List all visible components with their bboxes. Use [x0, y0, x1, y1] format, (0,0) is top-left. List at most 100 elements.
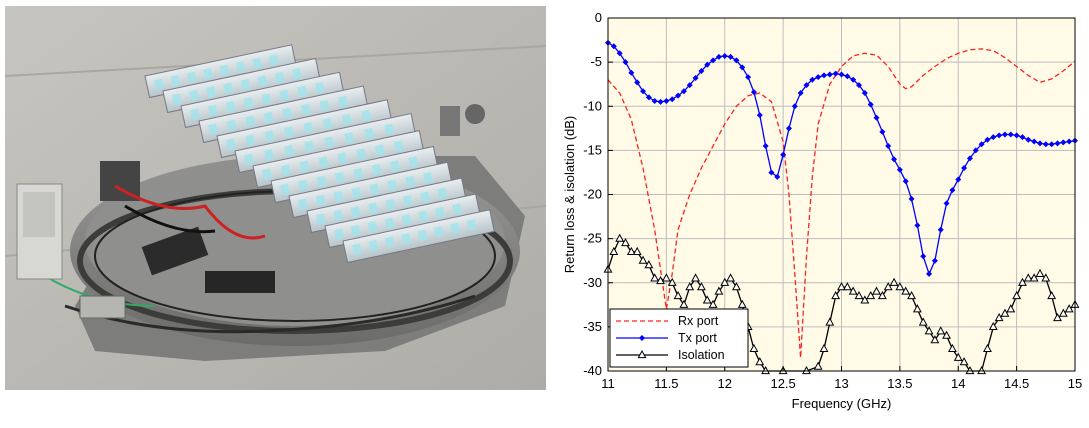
data-point — [780, 151, 787, 158]
data-point — [656, 275, 665, 285]
data-point — [715, 53, 722, 60]
data-point — [791, 103, 798, 110]
data-point — [708, 299, 718, 308]
y-tick-label: -25 — [583, 231, 602, 246]
data-point — [731, 282, 741, 291]
data-point — [632, 246, 642, 255]
data-point — [657, 98, 664, 105]
data-point — [663, 97, 670, 104]
array-module — [144, 44, 297, 99]
data-point — [856, 82, 863, 89]
data-point — [942, 330, 952, 339]
data-point — [848, 286, 858, 295]
legend-marker — [639, 335, 645, 341]
data-point — [1000, 308, 1010, 317]
array-module — [180, 71, 345, 129]
data-point — [947, 343, 957, 353]
data-point — [994, 313, 1004, 322]
data-point — [1012, 290, 1022, 300]
y-tick-label: -15 — [583, 142, 602, 157]
data-point — [977, 365, 987, 375]
data-point — [702, 295, 712, 304]
data-point — [1060, 139, 1067, 146]
x-tick-label: 15 — [1068, 376, 1082, 391]
data-point — [895, 282, 905, 291]
data-point — [691, 273, 701, 282]
data-point — [650, 273, 660, 282]
data-point — [819, 343, 829, 353]
data-point — [645, 94, 652, 101]
y-tick-label: -10 — [583, 98, 602, 113]
data-point — [930, 335, 940, 344]
data-point — [762, 142, 769, 149]
data-point — [714, 286, 724, 295]
data-point — [826, 71, 833, 78]
data-point — [756, 112, 763, 119]
data-point — [837, 282, 846, 291]
data-point — [1001, 131, 1008, 138]
data-point — [896, 166, 903, 173]
x-axis-label: Frequency (GHz) — [792, 396, 892, 411]
array-module — [252, 130, 425, 189]
data-point — [615, 233, 625, 242]
data-point — [1023, 273, 1033, 282]
data-point — [978, 141, 985, 148]
data-point — [1042, 141, 1049, 148]
data-point — [861, 90, 868, 97]
data-point — [825, 317, 835, 326]
data-point — [984, 136, 991, 143]
data-point — [936, 326, 946, 335]
data-point — [820, 72, 827, 79]
legend-label: Isolation — [678, 348, 725, 362]
data-point — [755, 357, 765, 366]
data-point — [885, 142, 892, 149]
data-point — [920, 253, 927, 260]
data-point — [809, 76, 816, 83]
data-point — [815, 74, 822, 81]
array-module — [216, 99, 393, 159]
data-point — [768, 169, 775, 176]
data-point — [1025, 136, 1032, 143]
data-point — [1035, 268, 1045, 278]
data-point — [610, 43, 617, 50]
data-point — [838, 71, 845, 78]
y-axis-label: Return loss & isolation (dB) — [562, 116, 577, 274]
series-isolation — [603, 233, 1080, 375]
x-tick-label: 14 — [951, 376, 965, 391]
data-point — [726, 273, 736, 282]
y-tick-label: -35 — [583, 319, 602, 334]
data-point — [1058, 308, 1068, 317]
x-tick-label: 11.5 — [654, 376, 678, 391]
data-point — [622, 59, 629, 66]
data-point — [1031, 138, 1038, 145]
data-point — [661, 273, 671, 282]
data-point — [872, 286, 881, 295]
data-point — [982, 343, 992, 353]
legend: Rx port Tx port Isolation — [609, 308, 749, 368]
y-tick-label: -5 — [590, 54, 602, 69]
data-point — [943, 200, 950, 207]
data-point — [988, 321, 998, 330]
data-point — [679, 299, 689, 308]
data-point — [918, 317, 928, 326]
data-point — [1054, 140, 1061, 147]
data-point — [831, 290, 841, 300]
data-point — [1029, 273, 1039, 282]
data-point — [739, 64, 746, 71]
data-point — [931, 257, 938, 264]
x-tick-label: 11 — [601, 376, 615, 391]
data-point — [651, 97, 658, 104]
data-point — [965, 365, 975, 375]
data-point — [883, 282, 893, 291]
data-point — [803, 82, 810, 89]
data-point — [1018, 277, 1027, 286]
data-point — [866, 290, 876, 300]
data-point — [873, 114, 880, 121]
antenna-array-photo — [5, 6, 546, 390]
array-module — [162, 57, 321, 114]
data-point — [891, 156, 898, 163]
data-point — [1047, 290, 1057, 300]
data-point — [698, 67, 705, 74]
data-point — [877, 290, 887, 300]
y-tick-label: 0 — [595, 10, 602, 25]
